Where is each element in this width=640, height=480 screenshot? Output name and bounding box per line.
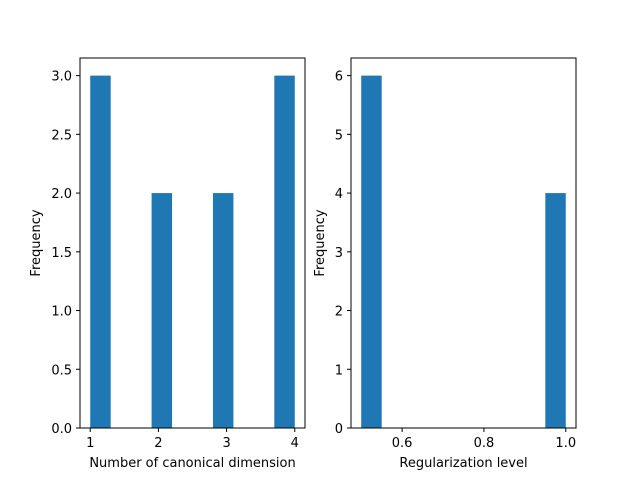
y-tick-label: 0 — [335, 422, 343, 437]
y-tick-label: 0.5 — [51, 363, 72, 378]
x-axis-label: Number of canonical dimension — [89, 456, 295, 471]
x-tick-label: 4 — [291, 436, 299, 451]
y-tick-label: 6 — [335, 70, 343, 85]
y-tick-label: 2.0 — [51, 187, 72, 202]
x-tick-label: 0.8 — [474, 436, 495, 451]
axes-frame — [79, 57, 306, 429]
y-tick-label: 5 — [335, 128, 343, 143]
x-axis-label: Regularization level — [399, 456, 527, 471]
axes-frame — [350, 57, 577, 429]
y-tick-label: 2.5 — [51, 128, 72, 143]
x-tick-label: 3 — [222, 436, 230, 451]
histogram-bar — [151, 193, 173, 428]
y-tick-label: 1.0 — [51, 305, 72, 320]
y-tick-label: 3.0 — [51, 70, 72, 85]
x-tick-label: 1.0 — [555, 436, 576, 451]
y-tick-label: 1 — [335, 363, 343, 378]
y-tick-label: 4 — [335, 187, 343, 202]
y-axis-label: Frequency — [29, 209, 44, 276]
x-tick-label: 0.6 — [392, 436, 413, 451]
histogram-bar — [90, 75, 111, 428]
y-tick-label: 2 — [335, 305, 343, 320]
histogram-bar — [545, 193, 566, 428]
y-tick-label: 3 — [335, 246, 343, 261]
x-tick-label: 2 — [154, 436, 162, 451]
histogram-bar — [361, 75, 382, 428]
histogram-regularization-level: 0.6 0.8 1.0 0 1 2 3 4 5 6 Regularization level Freq… — [313, 57, 577, 471]
y-tick-label: 0.0 — [51, 422, 72, 437]
y-tick-label: 1.5 — [51, 246, 72, 261]
histogram-bar — [212, 193, 234, 428]
histogram-bar — [274, 75, 295, 428]
x-tick-label: 1 — [86, 436, 94, 451]
y-axis-label: Frequency — [313, 209, 328, 276]
histogram-canonical-dimension: 1 2 3 4 0.0 0.5 1.0 1.5 2.0 2.5 3.0 Number of canon… — [29, 57, 306, 471]
